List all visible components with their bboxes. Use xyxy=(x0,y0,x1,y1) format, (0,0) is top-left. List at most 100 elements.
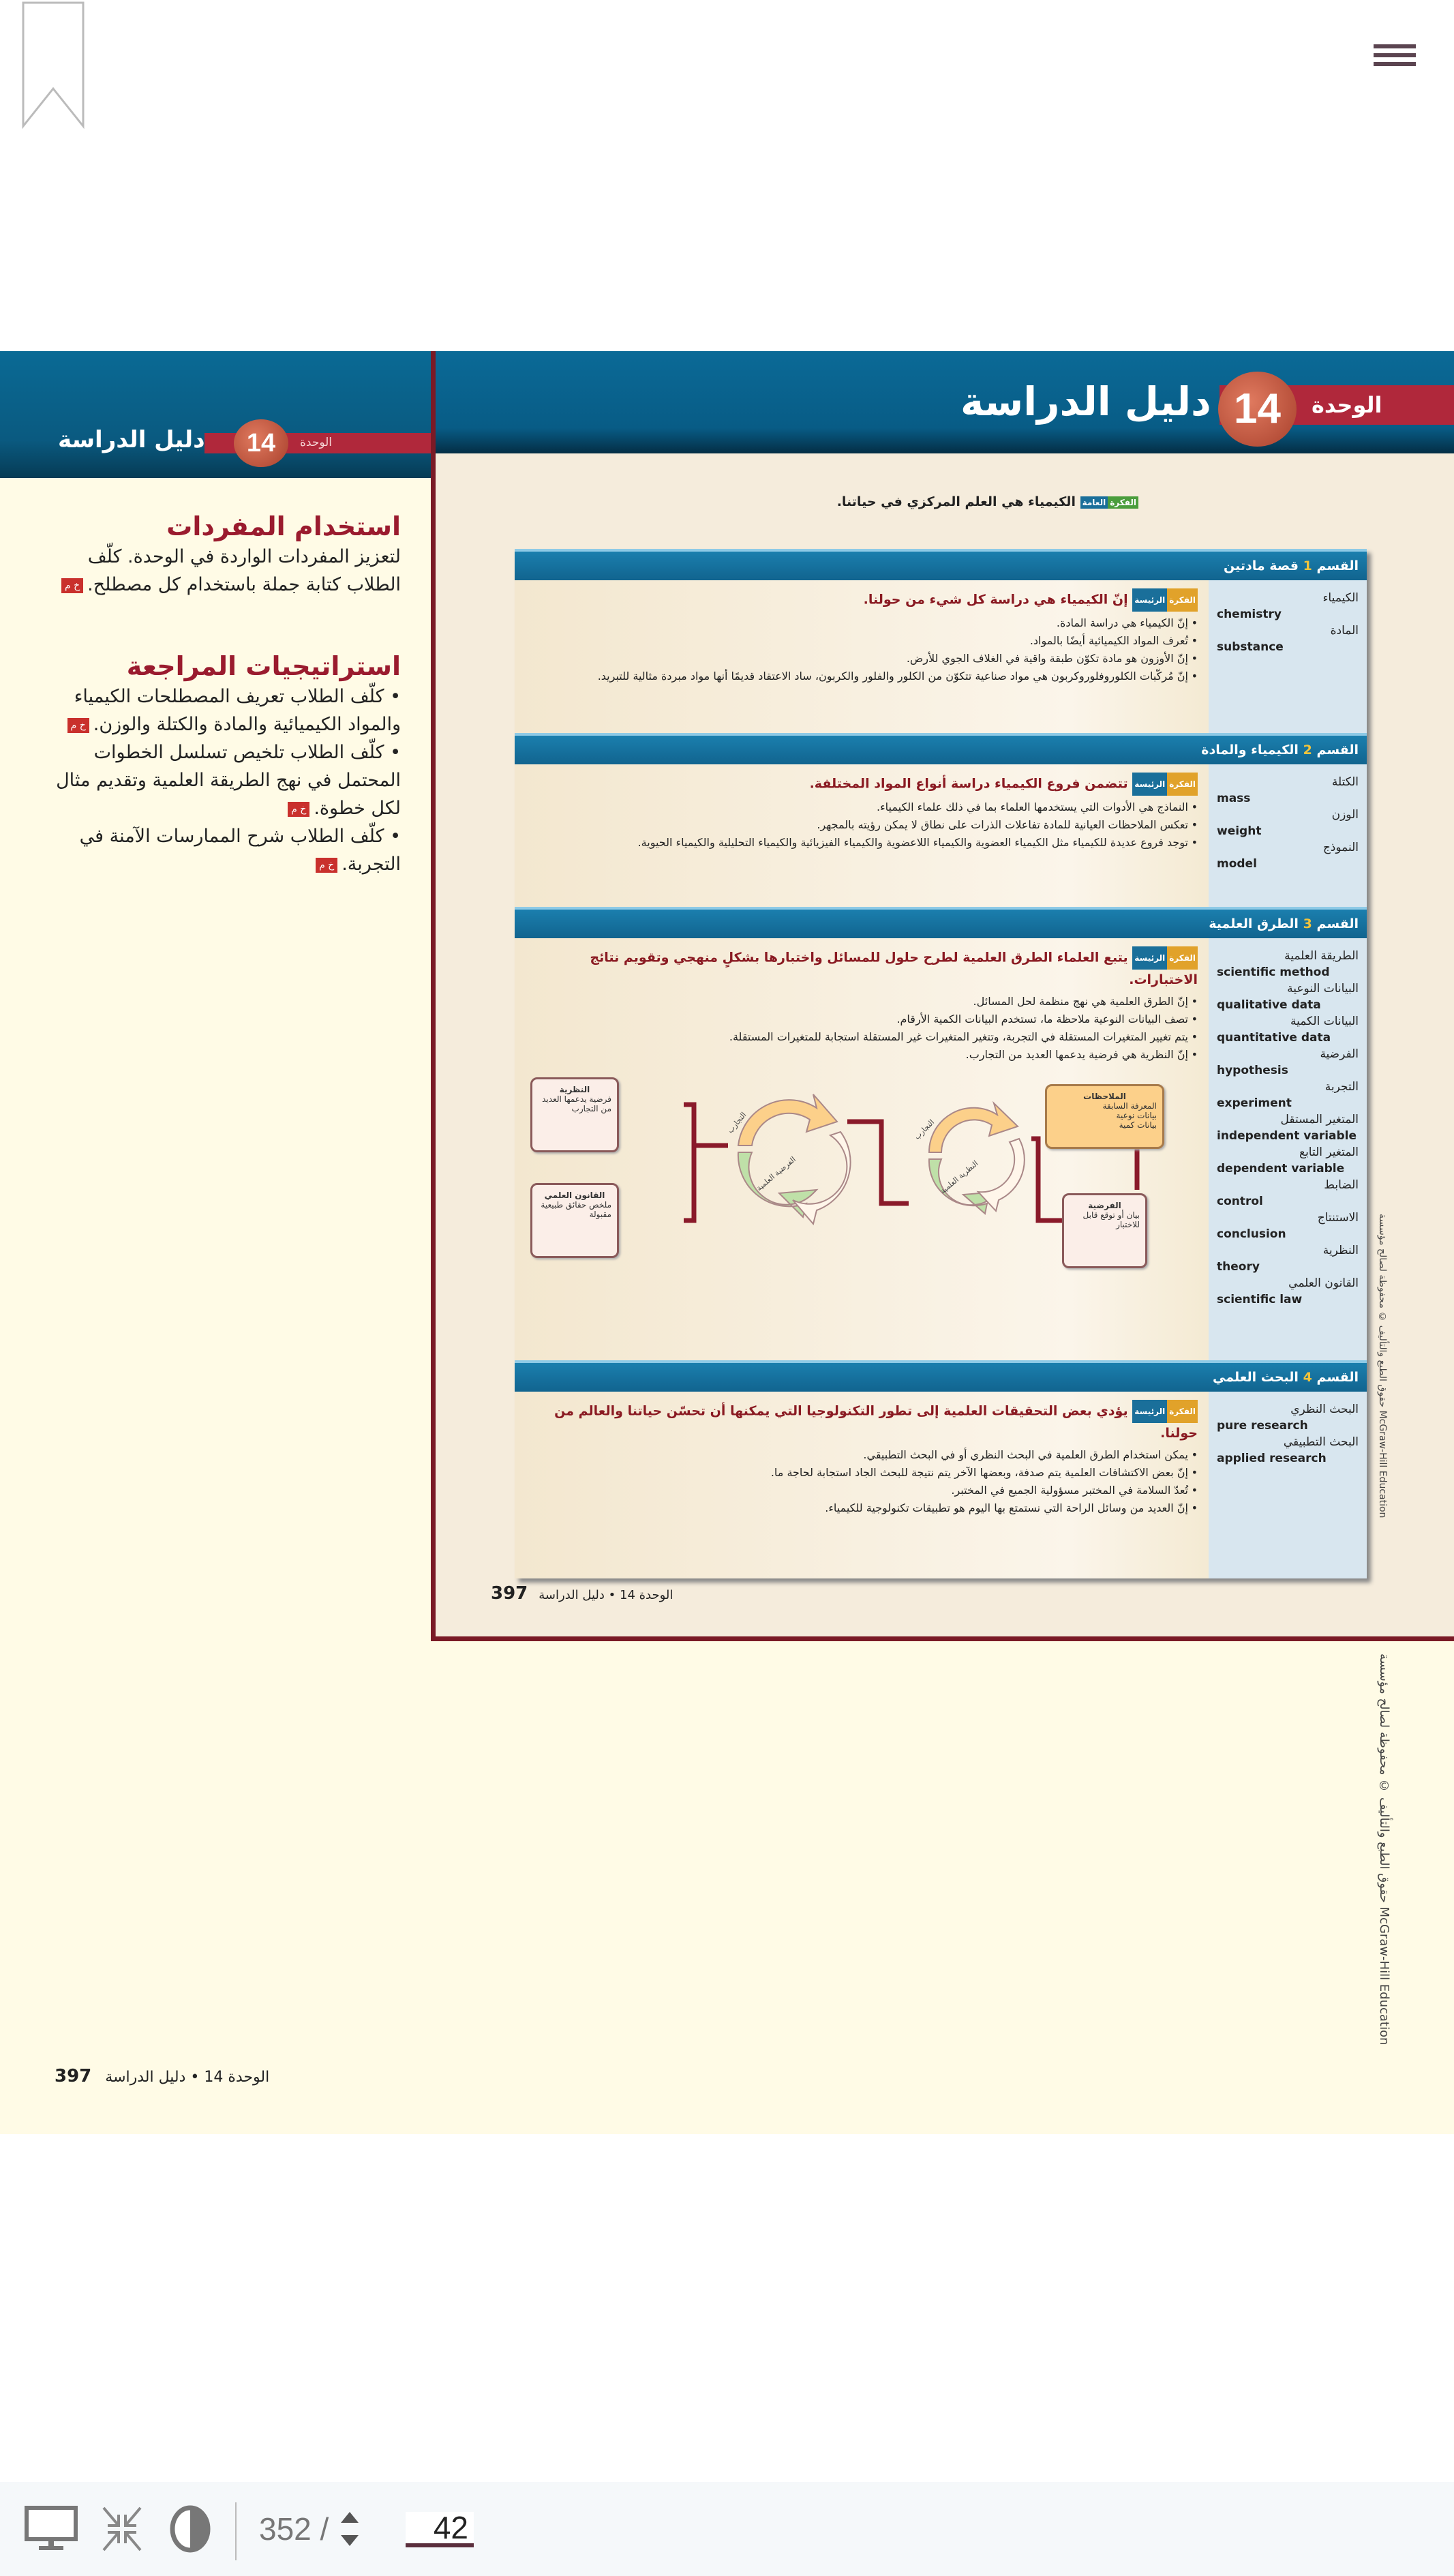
main-idea: الفكرةالرئيسة إنّ الكيمياء هي دراسة كل ش… xyxy=(527,588,1198,612)
vocab-arabic: الفرضية xyxy=(1320,1047,1359,1061)
section-title: الطرق العلمية xyxy=(1209,916,1299,931)
vocab-term: الفرضية hypothesis xyxy=(1217,1046,1359,1079)
vocab-arabic: المادة xyxy=(1330,624,1359,638)
vocab-english: pure research xyxy=(1217,1419,1308,1433)
page-number-input[interactable] xyxy=(406,2512,474,2547)
points-list: النماذج هي الأدوات التي يستخدمها العلماء… xyxy=(527,798,1198,852)
vocab-term: الكيمياء chemistry xyxy=(1217,590,1359,623)
vocab-term: النموذج model xyxy=(1217,839,1359,872)
vocab-list: البحث النظري pure research البحث التطبيقي a… xyxy=(1209,1392,1367,1578)
theory-item: فرضية يدعمها العديد من التجارب xyxy=(542,1094,611,1113)
section-header: القسم 2 الكيمياء والمادة xyxy=(515,733,1367,764)
page-stepper[interactable] xyxy=(341,2482,359,2576)
main-idea-text: يؤدي بعض التحقيقات العلمية إلى تطور التك… xyxy=(554,1403,1198,1441)
vocab-term: البيانات الكمية quantitative data xyxy=(1217,1013,1359,1046)
bookmark-icon[interactable] xyxy=(20,0,86,130)
vocab-term: الطريقة العلمية scientific method xyxy=(1217,948,1359,980)
page-number: 397 xyxy=(491,1583,528,1604)
hypothesis-box: الفرضية بيان أو توقع قابل للاختبار xyxy=(1062,1193,1147,1268)
list-item: كلّف الطلاب شرح الممارسات الآمنة في التج… xyxy=(33,822,401,878)
copyright-text: حقوق الطبع والتأليف © محفوظة لصالح مؤسسة… xyxy=(1377,1214,1388,1518)
vocab-arabic: البحث التطبيقي xyxy=(1283,1435,1359,1449)
contrast-icon[interactable] xyxy=(169,2482,211,2576)
list-item: تُعدّ السلامة في المختبر مسؤولية الجميع … xyxy=(527,1482,1198,1499)
page-number: 397 xyxy=(55,2066,92,2086)
page-total: 352 / xyxy=(259,2511,329,2547)
list-item: توجد فروع عديدة للكيمياء مثل الكيمياء ال… xyxy=(527,834,1198,852)
main-idea: الفكرةالرئيسة تتضمن فروع الكيمياء دراسة … xyxy=(527,773,1198,796)
tag-badge: خ م xyxy=(316,857,338,873)
section-label: القسم xyxy=(1316,558,1359,573)
big-idea: الفكرةالعامة الكيمياء هي العلم المركزي ف… xyxy=(709,494,1138,509)
vocab-english: quantitative data xyxy=(1217,1031,1331,1045)
unit-number: 14 xyxy=(1218,372,1297,447)
vocab-arabic: البيانات الكمية xyxy=(1290,1015,1359,1028)
list-item: إنّ الطرق العلمية هي نهج منظمة لحل المسا… xyxy=(527,993,1198,1010)
observations-item: بيانات كمية xyxy=(1119,1120,1157,1130)
vocab-english: qualitative data xyxy=(1217,998,1321,1012)
unit-number: 14 xyxy=(234,419,288,467)
viewer-toolbar: 352 / xyxy=(0,2482,1454,2576)
main-idea-text: تتضمن فروع الكيمياء دراسة أنواع المواد ا… xyxy=(809,776,1128,792)
section-title: البحث العلمي xyxy=(1213,1370,1299,1385)
law-item: ملخص حقائق طبيعية مقبولة xyxy=(541,1200,611,1219)
vocab-term: المتغير المستقل independent variable xyxy=(1217,1111,1359,1144)
section-3: القسم 3 الطرق العلمية الطريقة العلمية scie… xyxy=(515,907,1367,1360)
section-content: الفكرةالرئيسة يؤدي بعض التحقيقات العلمية… xyxy=(515,1392,1209,1578)
list-item: يمكن استخدام الطرق العلمية في البحث النظ… xyxy=(527,1446,1198,1464)
section-header: القسم 3 الطرق العلمية xyxy=(515,907,1367,938)
vocab-arabic: النموذج xyxy=(1322,841,1359,854)
vocab-english: theory xyxy=(1217,1260,1260,1274)
collapse-icon[interactable] xyxy=(101,2482,143,2576)
section-content: الفكرةالرئيسة تتضمن فروع الكيمياء دراسة … xyxy=(515,764,1209,907)
main-idea-badge: الفكرة xyxy=(1167,1400,1198,1423)
menu-icon[interactable] xyxy=(1374,40,1416,74)
section-number: 2 xyxy=(1303,743,1312,758)
big-idea-text: الكيمياء هي العلم المركزي في حياتنا. xyxy=(836,494,1076,509)
list-item: كلّف الطلاب تلخيص تسلسل الخطوات المحتمل … xyxy=(33,738,401,822)
list-item: تعكس الملاحظات العيانية للمادة تفاعلات ا… xyxy=(527,816,1198,834)
vocab-arabic: القانون العلمي xyxy=(1288,1276,1359,1290)
vocab-term: التجربة experiment xyxy=(1217,1079,1359,1111)
list-item: إنّ مُركّبات الكلوروفلوروكربون هي مواد ص… xyxy=(527,668,1198,685)
vocab-term: القانون العلمي scientific law xyxy=(1217,1275,1359,1308)
study-guide-box: القسم 1 قصة مادتين الكيمياء chemistry الماد… xyxy=(515,549,1367,1578)
section-body: الطريقة العلمية scientific method البيانات… xyxy=(515,938,1367,1360)
vocab-english: control xyxy=(1217,1195,1263,1208)
section-label: القسم xyxy=(1316,916,1359,931)
vocab-arabic: النظرية xyxy=(1322,1244,1359,1257)
hypothesis-item: بيان أو توقع قابل للاختبار xyxy=(1082,1210,1140,1229)
list-item: تُعرف المواد الكيميائية أيضًا بالمواد. xyxy=(527,632,1198,650)
main-idea-badge: الفكرة xyxy=(1167,588,1198,612)
vocab-english: chemistry xyxy=(1217,608,1282,621)
observations-item: المعرفة السابقة xyxy=(1102,1101,1157,1111)
left-panel-header: 14 الوحدة دليل الدراسة xyxy=(0,351,431,478)
vocab-list: الكيمياء chemistry المادة substance xyxy=(1209,580,1367,733)
main-idea-badge: الرئيسة xyxy=(1132,773,1168,796)
vocab-english: conclusion xyxy=(1217,1227,1286,1241)
main-idea: الفكرةالرئيسة يؤدي بعض التحقيقات العلمية… xyxy=(527,1400,1198,1443)
section-header: القسم 1 قصة مادتين xyxy=(515,549,1367,580)
vocab-arabic: الكيمياء xyxy=(1322,591,1359,605)
section-2: القسم 2 الكيمياء والمادة الكتلة mass الوزن w… xyxy=(515,733,1367,907)
vocab-english: dependent variable xyxy=(1217,1162,1345,1175)
vocab-english: experiment xyxy=(1217,1096,1292,1110)
review-block: استراتيجيات المراجعة كلّف الطلاب تعريف ا… xyxy=(33,651,401,878)
vocab-arabic: الكتلة xyxy=(1331,775,1359,789)
unit-label: الوحدة xyxy=(1312,392,1382,418)
review-item-text: كلّف الطلاب شرح الممارسات الآمنة في التج… xyxy=(79,826,401,875)
main-idea-text: إنّ الكيمياء هي دراسة كل شيء من حولنا. xyxy=(863,592,1128,608)
vocab-arabic: المتغير المستقل xyxy=(1280,1113,1359,1126)
main-idea: الفكرةالرئيسة يتبع العلماء الطرق العلمية… xyxy=(527,946,1198,990)
section-content: الفكرةالرئيسة إنّ الكيمياء هي دراسة كل ش… xyxy=(515,580,1209,733)
list-item: إنّ الكيمياء هي دراسة المادة. xyxy=(527,614,1198,632)
vocab-block: استخدام المفردات لتعزيز المفردات الواردة… xyxy=(33,511,401,599)
observations-box: الملاحظات المعرفة السابقة بيانات نوعية بيان… xyxy=(1045,1084,1164,1149)
list-item: إنّ بعض الاكتشافات العلمية يتم صدفة، وبع… xyxy=(527,1464,1198,1482)
main-idea-badge: الرئيسة xyxy=(1132,588,1168,612)
list-item: تصف البيانات النوعية ملاحظة ما، تستخدم ا… xyxy=(527,1010,1198,1028)
list-item: إنّ الأوزون هو مادة تكوّن طبقة واقية في … xyxy=(527,650,1198,668)
presentation-icon[interactable] xyxy=(24,2482,78,2576)
section-body: الكيمياء chemistry المادة substance الفكرةال… xyxy=(515,580,1367,733)
main-idea-badge: الرئيسة xyxy=(1132,1400,1168,1423)
